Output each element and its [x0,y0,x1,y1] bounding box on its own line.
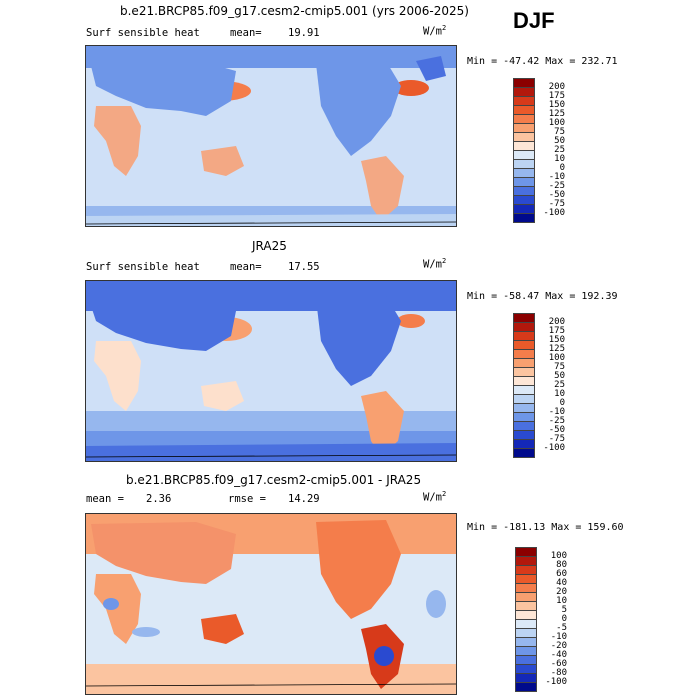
colorbar-tick-label: 10 [554,389,565,399]
colorbar-tick-label: 40 [556,578,567,588]
colorbar-tick-label: 0 [559,163,565,173]
colorbar-tick-label: 20 [556,587,567,597]
colorbar-tick-label: 60 [556,569,567,579]
colorbar-tick-label: -100 [545,677,567,687]
colorbar-tick-label: 125 [548,344,565,354]
panel-1-units: W/m2 [423,24,447,38]
colorbar-tick-label: -40 [550,650,567,660]
colorbar-tick-label: -50 [548,190,565,200]
season-label: DJF [513,8,555,33]
panel-3-mean-label: mean = [86,493,124,505]
colorbar-tick-label: 100 [548,353,565,363]
colorbar-tick-label: -75 [548,199,565,209]
colorbar-tick-label: 125 [548,109,565,119]
colorbar-tick-label: 100 [550,551,567,561]
colorbar-box [513,213,535,223]
colorbar-tick-label: -10 [548,407,565,417]
panel-2-mean-value: 17.55 [288,261,320,273]
panel-3-map [85,513,457,695]
panel-3-rmse-label: rmse = [228,493,266,505]
colorbar-tick-label: 0 [559,398,565,408]
panel-2-field-label: Surf sensible heat [86,261,200,273]
panel-3-rmse-value: 14.29 [288,493,320,505]
colorbar-tick-label: 25 [554,380,565,390]
colorbar-tick-label: 175 [548,91,565,101]
colorbar-tick-label: 150 [548,100,565,110]
panel-1-field-label: Surf sensible heat [86,27,200,39]
panel-3-units: W/m2 [423,490,447,504]
panel-1-map-svg [86,46,456,226]
panel-3-title: b.e21.BRCP85.f09_g17.cesm2-cmip5.001 - J… [126,473,422,487]
colorbar-tick-label: 150 [548,335,565,345]
colorbar-tick-label: -100 [543,443,565,453]
colorbar-tick-label: 200 [548,82,565,92]
colorbar-tick-label: -60 [550,659,567,669]
colorbar-tick-label: -25 [548,416,565,426]
colorbar-tick-label: 200 [548,317,565,327]
colorbar-tick-label: 100 [548,118,565,128]
colorbar-tick-label: 5 [561,605,567,615]
colorbar-box [515,682,537,692]
colorbar-tick-label: -25 [548,181,565,191]
panel-3-mean-value: 2.36 [146,493,172,505]
colorbar-tick-label: 80 [556,560,567,570]
colorbar-tick-label: 10 [556,596,567,606]
panel-3-map-svg [86,514,456,694]
panel-1-minmax: Min = -47.42 Max = 232.71 [467,56,618,67]
colorbar-tick-label: 75 [554,127,565,137]
panel-2-title: JRA25 [252,239,287,253]
panel-2-minmax: Min = -58.47 Max = 192.39 [467,291,618,302]
colorbar-tick-label: -80 [550,668,567,678]
panel-1-mean-label: mean= [230,27,262,39]
panel-1-title: b.e21.BRCP85.f09_g17.cesm2-cmip5.001 (yr… [120,4,469,18]
colorbar-box [513,448,535,458]
colorbar-tick-label: -10 [550,632,567,642]
panel-2-units: W/m2 [423,257,447,271]
colorbar-tick-label: 75 [554,362,565,372]
panel-2-mean-label: mean= [230,261,262,273]
colorbar-tick-label: -5 [556,623,567,633]
colorbar-tick-label: -10 [548,172,565,182]
panel-2-map [85,280,457,462]
colorbar-tick-label: 50 [554,136,565,146]
panel-3-minmax: Min = -181.13 Max = 159.60 [467,522,624,533]
colorbar-tick-label: -50 [548,425,565,435]
colorbar-tick-label: 50 [554,371,565,381]
colorbar-tick-label: 10 [554,154,565,164]
colorbar-tick-label: 0 [561,614,567,624]
colorbar-tick-label: -100 [543,208,565,218]
colorbar-tick-label: -20 [550,641,567,651]
panel-1-map [85,45,457,227]
colorbar-tick-label: -75 [548,434,565,444]
colorbar-tick-label: 25 [554,145,565,155]
panel-1-mean-value: 19.91 [288,27,320,39]
panel-2-map-svg [86,281,456,461]
colorbar-tick-label: 175 [548,326,565,336]
